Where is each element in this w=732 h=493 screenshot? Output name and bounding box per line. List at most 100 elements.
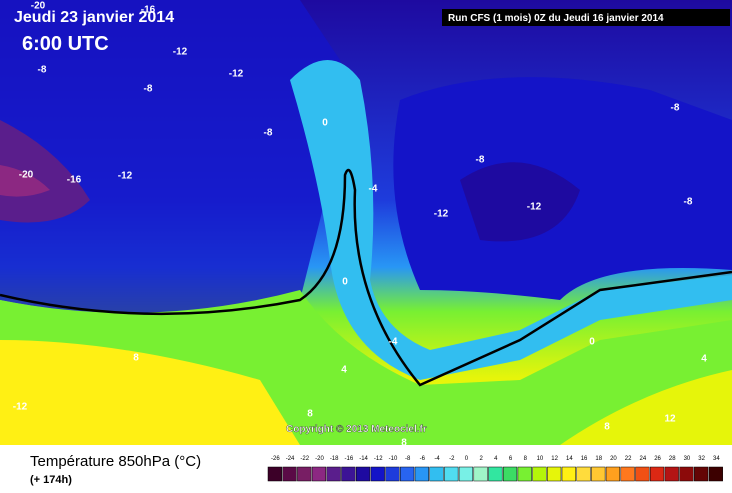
date: Jeudi 23 janvier 2014 [14,9,174,26]
colorbar-tick-label: -22 [300,456,309,462]
colorbar-tick-label: -2 [449,456,455,462]
color-swatch [664,466,679,482]
color-swatch [400,466,415,482]
contour-label: -4 [369,184,378,195]
contour-label: -4 [389,337,398,348]
contour-label: -16 [141,5,156,16]
color-swatch [267,466,282,482]
color-swatch [679,466,694,482]
colorbar: -26 -24 -22 -20 -18 -16 -14 -12 -10 -8 -6 -4 -2 0 2 4 6 8… [267,456,723,482]
lead-time: (+ 174h) [30,474,72,486]
colorbar-tick-label: -16 [345,456,354,462]
color-swatch [370,466,385,482]
colorbar-tick-label: 16 [581,456,588,462]
contour-label: -16 [67,175,82,186]
contour-label: -8 [264,128,273,139]
contour-label: -8 [38,65,47,76]
contour-label: 8 [401,438,407,449]
contour-label: 4 [341,365,347,376]
contour-label: -12 [13,402,28,413]
color-swatch [458,466,474,482]
colorbar-tick-label: 20 [610,456,617,462]
colorbar-tick-label: -26 [271,456,280,462]
contour-label: -8 [684,197,693,208]
contour-label: -8 [476,155,485,166]
copyright: Copyright © 2013 Meteociel.fr [286,424,427,435]
map [0,0,732,445]
colorbar-tick-label: -6 [420,456,426,462]
contour-label: -8 [671,103,680,114]
color-swatch [355,466,371,482]
contour-label: -12 [173,47,188,58]
colorbar-tick-label: 2 [479,456,483,462]
colorbar-tick-label: -20 [315,456,324,462]
colorbar-tick-label: 34 [713,456,720,462]
color-swatch [708,466,723,482]
color-swatch [385,466,400,482]
color-swatch [429,466,444,482]
color-swatch [649,466,665,482]
color-swatch [282,466,297,482]
contour-label: 0 [589,337,595,348]
colorbar-tick-label: 14 [566,456,573,462]
colorbar-tick-label: 32 [698,456,705,462]
color-swatch [341,466,356,482]
contour-label: -12 [229,69,244,80]
colorbar-tick-label: -4 [434,456,440,462]
contour-label: -12 [118,171,133,182]
contour-label: -20 [19,170,34,181]
contour-label: 8 [133,353,139,364]
colorbar-tick-label: 10 [537,456,544,462]
colorbar-tick-label: -14 [359,456,368,462]
contour-labels: -20 -16 -12 -12 -8 -8 -8 0 -20 -16 -12 -4 -8 -8 -12 -12… [13,1,707,449]
color-swatch [326,466,341,482]
color-swatch [488,466,503,482]
contour-label: 0 [342,277,348,288]
contour-label: -20 [31,1,46,12]
time: 6:00 UTC [22,33,109,55]
color-swatch [635,466,650,482]
legend-title: Température 850hPa (°C) [30,453,201,470]
colorbar-tick-label: 18 [595,456,602,462]
color-swatch [517,466,532,482]
colorbar-tick-label: 26 [654,456,661,462]
colorbar-tick-label: 4 [494,456,498,462]
color-swatch [591,466,606,482]
contour-label: 8 [307,409,313,420]
contour-label: 8 [604,422,610,433]
run-info: Run CFS (1 mois) 0Z du Jeudi 16 janvier … [448,13,664,24]
colorbar-tick-label: -18 [330,456,339,462]
color-swatch [576,466,591,482]
colorbar-tick-label: -8 [405,456,411,462]
color-swatch [444,466,459,482]
color-swatch [694,466,709,482]
color-swatch [561,466,576,482]
colorbar-tick-label: 22 [625,456,632,462]
color-swatch [605,466,621,482]
contour-label: 12 [664,414,676,425]
color-swatch [473,466,488,482]
color-swatch [547,466,562,482]
colorbar-tick-label: 12 [551,456,558,462]
colorbar-tick-label: -24 [286,456,295,462]
colorbar-tick-label: -10 [389,456,398,462]
color-swatch [311,466,327,482]
color-swatch [414,466,429,482]
contour-label: -8 [144,84,153,95]
colorbar-tick-label: 6 [509,456,513,462]
colorbar-tick-label: 8 [524,456,528,462]
colorbar-tick-label: 30 [684,456,691,462]
contour-label: -12 [434,209,449,220]
colorbar-tick-label: -12 [374,456,383,462]
colorbar-tick-label: 0 [465,456,469,462]
color-swatch [532,466,547,482]
contour-label: -12 [527,202,542,213]
contour-label: 0 [322,118,328,129]
colorbar-tick-label: 28 [669,456,676,462]
contour-label: 4 [701,354,707,365]
color-swatch [297,466,312,482]
color-swatch [502,466,518,482]
colorbar-tick-label: 24 [640,456,647,462]
color-swatch [620,466,635,482]
